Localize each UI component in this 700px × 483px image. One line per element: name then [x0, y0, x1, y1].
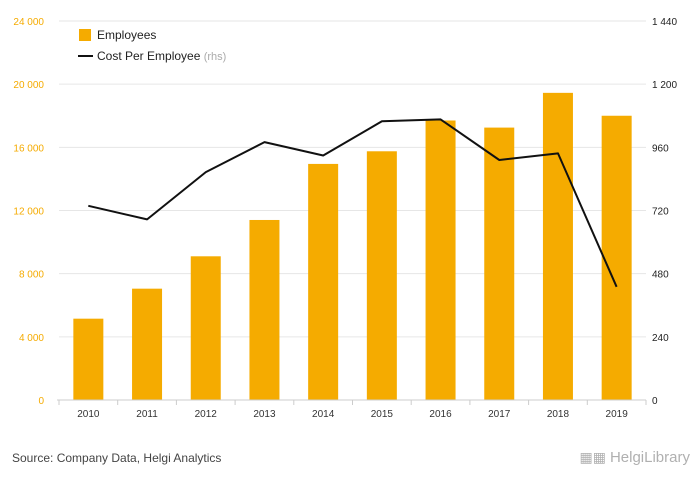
x-axis-ticks: 2010 2011 2012 2013 2014 2015 2016 2017 2018 2019 [58, 400, 647, 420]
bar-employees [249, 219, 280, 400]
library-buildings-icon: ▦▦ [579, 449, 606, 465]
legend: Employees Cost Per Employee (rhs) [78, 28, 226, 63]
x-tick-label: 2014 [312, 409, 335, 420]
right-tick-label: 480 [652, 270, 669, 281]
left-tick-label: 8 000 [19, 270, 44, 281]
x-tick-label: 2015 [371, 409, 394, 420]
employees-bars [73, 92, 632, 401]
legend-rhs-tag: (rhs) [204, 51, 227, 63]
right-tick-label: 240 [652, 333, 669, 344]
chart: 0 4 000 8 000 12 000 16 000 20 000 24 000 0 240… [13, 17, 677, 420]
bar-employees [73, 318, 104, 400]
right-tick-label: 1 440 [652, 17, 677, 28]
legend-employees-label: Employees [97, 28, 156, 42]
cost-per-employee-line [88, 118, 618, 288]
left-tick-label: 16 000 [13, 143, 44, 154]
left-tick-label: 20 000 [13, 80, 44, 91]
right-axis-ticks: 0 240 480 720 960 1 200 1 440 [652, 17, 677, 407]
right-tick-label: 720 [652, 207, 669, 218]
bar-employees [366, 151, 397, 400]
bar-employees [601, 115, 632, 400]
right-tick-label: 0 [652, 396, 658, 407]
x-tick-label: 2016 [429, 409, 452, 420]
bar-employees [132, 288, 163, 400]
bar-employees [484, 127, 515, 400]
x-tick-label: 2012 [195, 409, 218, 420]
x-tick-label: 2019 [606, 409, 629, 420]
x-tick-label: 2018 [547, 409, 570, 420]
right-tick-label: 960 [652, 143, 669, 154]
left-axis-ticks: 0 4 000 8 000 12 000 16 000 20 000 24 000 [13, 17, 44, 407]
left-tick-label: 0 [38, 396, 44, 407]
left-tick-label: 4 000 [19, 333, 44, 344]
right-tick-label: 1 200 [652, 80, 677, 91]
source-note: Source: Company Data, Helgi Analytics [12, 451, 222, 465]
x-tick-label: 2011 [136, 409, 158, 420]
bar-employees [425, 120, 456, 401]
legend-cost-label: Cost Per Employee (rhs) [97, 49, 226, 63]
left-tick-label: 12 000 [13, 207, 44, 218]
x-tick-label: 2013 [253, 409, 276, 420]
legend-employees-swatch [79, 29, 91, 41]
brand-logo: ▦▦ HelgiLibrary [579, 449, 690, 466]
x-tick-label: 2010 [77, 409, 100, 420]
bar-employees [542, 92, 573, 400]
x-tick-label: 2017 [488, 409, 511, 420]
bar-employees [190, 256, 221, 400]
brand-name: HelgiLibrary [609, 449, 690, 466]
left-tick-label: 24 000 [13, 17, 44, 28]
bar-employees [308, 163, 339, 400]
